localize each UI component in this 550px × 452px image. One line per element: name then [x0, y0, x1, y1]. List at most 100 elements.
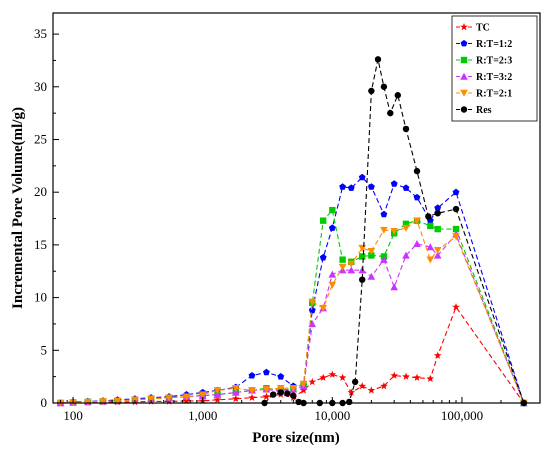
- data-point: [452, 205, 460, 213]
- data-point: [413, 167, 421, 175]
- data-point: [402, 251, 410, 259]
- data-point: [299, 386, 308, 394]
- legend-marker: [460, 72, 468, 80]
- legend-marker: [460, 106, 468, 113]
- data-point: [328, 270, 337, 278]
- data-point: [165, 394, 173, 402]
- y-tick-label: 35: [34, 26, 47, 41]
- data-point: [367, 248, 376, 256]
- data-point: [387, 109, 394, 117]
- data-point: [232, 394, 240, 402]
- data-point: [182, 393, 191, 401]
- data-point: [359, 253, 366, 260]
- data-point: [434, 210, 441, 217]
- legend-marker: [460, 89, 468, 97]
- data-point: [270, 391, 277, 398]
- data-point: [367, 386, 376, 394]
- data-point: [248, 393, 256, 401]
- data-point: [380, 226, 388, 234]
- legend-label: R:T=2:3: [476, 56, 512, 67]
- y-tick-label: 15: [34, 237, 47, 252]
- data-point: [339, 256, 346, 263]
- x-tick-label: 100,000: [441, 408, 483, 423]
- x-axis-label: Pore size(nm): [252, 430, 340, 446]
- data-point: [402, 125, 410, 133]
- y-tick-label: 10: [34, 290, 47, 305]
- data-point: [319, 217, 327, 224]
- data-point: [263, 368, 270, 376]
- data-point: [147, 395, 155, 403]
- data-point: [319, 373, 327, 381]
- data-point: [277, 373, 285, 380]
- data-point: [433, 251, 442, 259]
- y-axis-label: Incremental Pore Volume(ml/g): [10, 107, 26, 309]
- data-point: [319, 253, 327, 261]
- data-point: [433, 351, 442, 359]
- data-point: [113, 397, 122, 405]
- data-point: [358, 244, 367, 252]
- data-point: [368, 252, 375, 259]
- series-line: [264, 59, 525, 404]
- data-point: [358, 382, 366, 390]
- data-point: [390, 227, 398, 235]
- data-point: [213, 387, 222, 395]
- legend-label: TC: [476, 23, 490, 34]
- legend-marker: [460, 39, 468, 47]
- data-point: [452, 188, 460, 196]
- data-point: [213, 390, 222, 398]
- data-point: [390, 371, 398, 379]
- x-tick-label: 1,000: [188, 408, 217, 423]
- y-tick-label: 0: [41, 395, 48, 410]
- data-point: [319, 304, 327, 312]
- data-point: [290, 392, 297, 399]
- data-point: [308, 298, 317, 306]
- data-point: [213, 395, 222, 404]
- data-point: [427, 222, 434, 230]
- legend: TC R:T=1:2 R:T=2:3 R:T=3:2 R:T=2:1 Res: [451, 15, 538, 122]
- data-point: [339, 183, 346, 190]
- legend-label: Res: [476, 105, 492, 116]
- data-point: [402, 224, 410, 232]
- legend-marker: [460, 56, 468, 64]
- data-point: [425, 213, 432, 220]
- data-point: [231, 388, 240, 396]
- x-tick-label: 10,000: [314, 408, 350, 423]
- data-point: [402, 220, 410, 228]
- data-point: [413, 193, 421, 201]
- data-point: [347, 388, 356, 396]
- data-point: [289, 385, 298, 393]
- series-3: [56, 230, 528, 407]
- data-point: [426, 243, 435, 251]
- data-point: [402, 184, 410, 191]
- series-4: [56, 217, 528, 407]
- data-point: [347, 184, 355, 191]
- data-point: [380, 382, 388, 390]
- data-point: [390, 283, 398, 291]
- data-point: [351, 378, 359, 386]
- plot-frame: [52, 12, 541, 404]
- data-point: [358, 173, 366, 181]
- legend-label: R:T=1:2: [476, 39, 512, 50]
- legend-label: R:T=3:2: [476, 72, 512, 83]
- data-point: [346, 398, 353, 406]
- y-tick-label: 30: [34, 79, 47, 94]
- data-point: [198, 391, 207, 399]
- data-point: [380, 255, 388, 263]
- y-axis: 0 5 10 15 20 25 30 35: [34, 26, 59, 410]
- y-tick-label: 5: [41, 342, 48, 357]
- data-point: [390, 180, 398, 187]
- data-point: [328, 370, 337, 378]
- legend-label: R:T=2:1: [476, 89, 512, 100]
- data-point: [368, 87, 375, 95]
- data-point: [248, 387, 256, 395]
- data-point: [262, 386, 271, 394]
- legend-marker: [460, 23, 468, 31]
- legend-box: [451, 15, 538, 122]
- data-point: [347, 260, 356, 268]
- data-point: [338, 373, 347, 381]
- data-point: [284, 390, 291, 397]
- series-line: [60, 233, 525, 404]
- data-point: [231, 385, 240, 393]
- data-point: [413, 373, 421, 381]
